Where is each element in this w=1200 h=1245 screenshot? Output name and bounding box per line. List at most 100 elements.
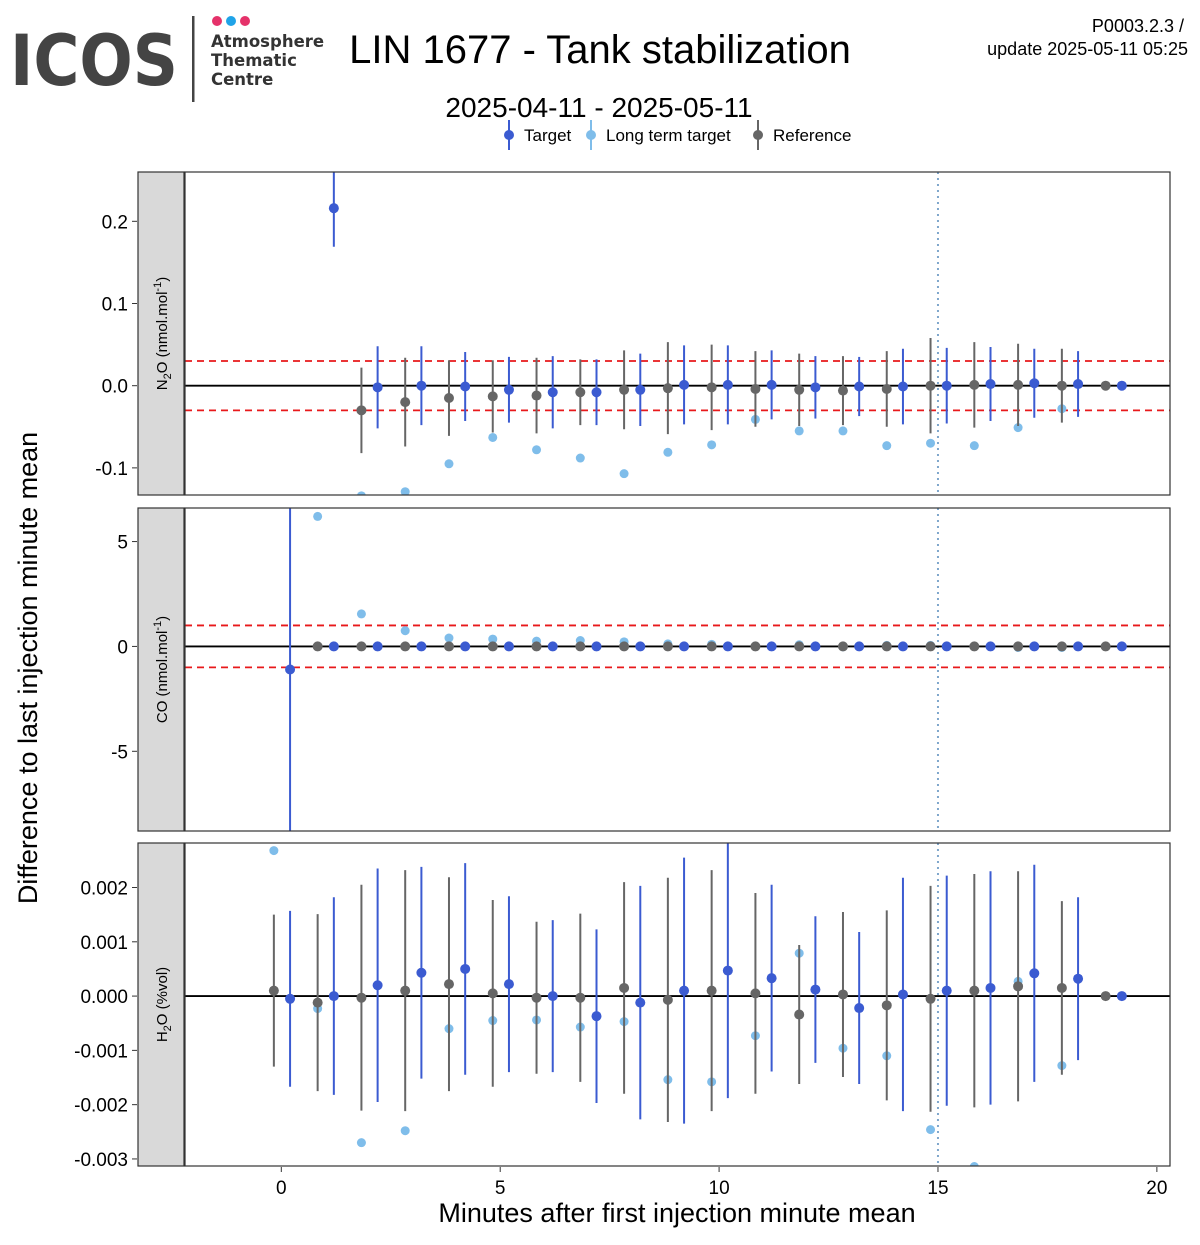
long-term-target-point [619, 469, 629, 479]
reference-point [619, 982, 630, 993]
reference-point [706, 641, 717, 652]
y-axis-label: Difference to last injection minute mean [13, 432, 43, 904]
reference-point [487, 988, 498, 999]
target-point [328, 641, 339, 652]
target-point [372, 382, 383, 393]
strip-label-part: O (%vol) [154, 967, 171, 1025]
target-point [591, 641, 602, 652]
reference-point [575, 992, 586, 1003]
reference-point [1013, 379, 1024, 390]
target-point [285, 993, 296, 1004]
legend: Target Long term target Reference [504, 120, 851, 150]
legend-label: Long term target [606, 126, 731, 145]
logo-wordmark: ICOS [10, 20, 178, 102]
target-point [416, 380, 427, 391]
reference-point [531, 390, 542, 401]
y-tick-label: -0.001 [74, 1041, 128, 1062]
target-point [547, 641, 558, 652]
panel-plot-area [185, 172, 1170, 495]
panel-strip [137, 507, 185, 832]
target-point [328, 991, 339, 1002]
strip-label-part: ) [154, 277, 171, 282]
reference-point [312, 997, 323, 1008]
target-point [1029, 378, 1040, 389]
y-tick-label: -5 [111, 742, 128, 763]
legend-item-target: Target [504, 120, 572, 150]
y-tick-label: -0.1 [95, 459, 128, 480]
reference-point [662, 383, 673, 394]
target-point [897, 641, 908, 652]
panel-plot-area [185, 508, 1170, 831]
x-tick-label: 20 [1146, 1178, 1167, 1199]
x-axis-label: Minutes after first injection minute mea… [438, 1198, 915, 1228]
reference-point [837, 385, 848, 396]
target-point [985, 641, 996, 652]
long-term-target-point [969, 441, 979, 451]
reference-point [794, 1009, 805, 1020]
panel-strip-label: H2O (%vol) [154, 967, 174, 1042]
reference-point [619, 641, 630, 652]
reference-point [1056, 641, 1067, 652]
logo-dot-icon [240, 16, 250, 26]
long-term-target-point [1013, 423, 1023, 433]
target-point [591, 387, 602, 398]
reference-point [881, 1000, 892, 1011]
target-point [722, 641, 733, 652]
legend-item-long-term-target: Long term target [586, 120, 731, 150]
reference-point [925, 993, 936, 1004]
target-point [1029, 968, 1040, 979]
x-axis: 0 5 10 15 20 [276, 1167, 1167, 1199]
strip-label-part: CO (nmol.mol [154, 631, 171, 724]
legend-label: Reference [773, 126, 851, 145]
reference-point [443, 641, 454, 652]
long-term-target-point [444, 459, 454, 469]
reference-point [750, 641, 761, 652]
chart-title: LIN 1677 - Tank stabilization [349, 28, 851, 72]
target-point [591, 1011, 602, 1022]
reference-point [487, 641, 498, 652]
long-term-target-point [356, 609, 366, 619]
reference-point [837, 989, 848, 1000]
target-point [1073, 641, 1084, 652]
long-term-target-point [926, 1125, 936, 1135]
reference-point [1013, 981, 1024, 992]
target-point [635, 384, 646, 395]
reference-point [837, 641, 848, 652]
strip-label-part: -1 [152, 282, 164, 292]
reference-point [268, 985, 279, 996]
target-point [941, 641, 952, 652]
reference-point [969, 379, 980, 390]
reference-point [443, 393, 454, 404]
target-point [285, 664, 296, 675]
strip-label-part: 2 [162, 373, 174, 379]
long-term-target-point [488, 432, 498, 442]
target-point [416, 967, 427, 978]
reference-point [750, 383, 761, 394]
logo-divider [192, 16, 195, 102]
logo-dot-icon [212, 16, 222, 26]
target-point [722, 379, 733, 390]
long-term-target-point [356, 1138, 366, 1148]
legend-key-dot [586, 130, 596, 140]
version-label: P0003.2.3 / [1092, 16, 1184, 36]
reference-point [662, 641, 673, 652]
panel-border [184, 507, 1171, 832]
reference-point [1100, 641, 1111, 652]
reference-point [312, 641, 323, 652]
reference-point [531, 641, 542, 652]
reference-point [662, 994, 673, 1005]
reference-point [575, 641, 586, 652]
long-term-target-point [400, 1126, 410, 1136]
target-point [1029, 641, 1040, 652]
reference-point [969, 985, 980, 996]
y-tick-label: 0.000 [80, 987, 128, 1008]
target-point [1073, 379, 1084, 390]
target-point [635, 997, 646, 1008]
long-term-target-point [926, 438, 936, 448]
target-point [941, 380, 952, 391]
long-term-target-point [794, 426, 804, 436]
target-point [766, 379, 777, 390]
logo-line-1: Atmosphere [211, 32, 324, 51]
logo-line-3: Centre [211, 70, 273, 89]
target-point [547, 991, 558, 1002]
